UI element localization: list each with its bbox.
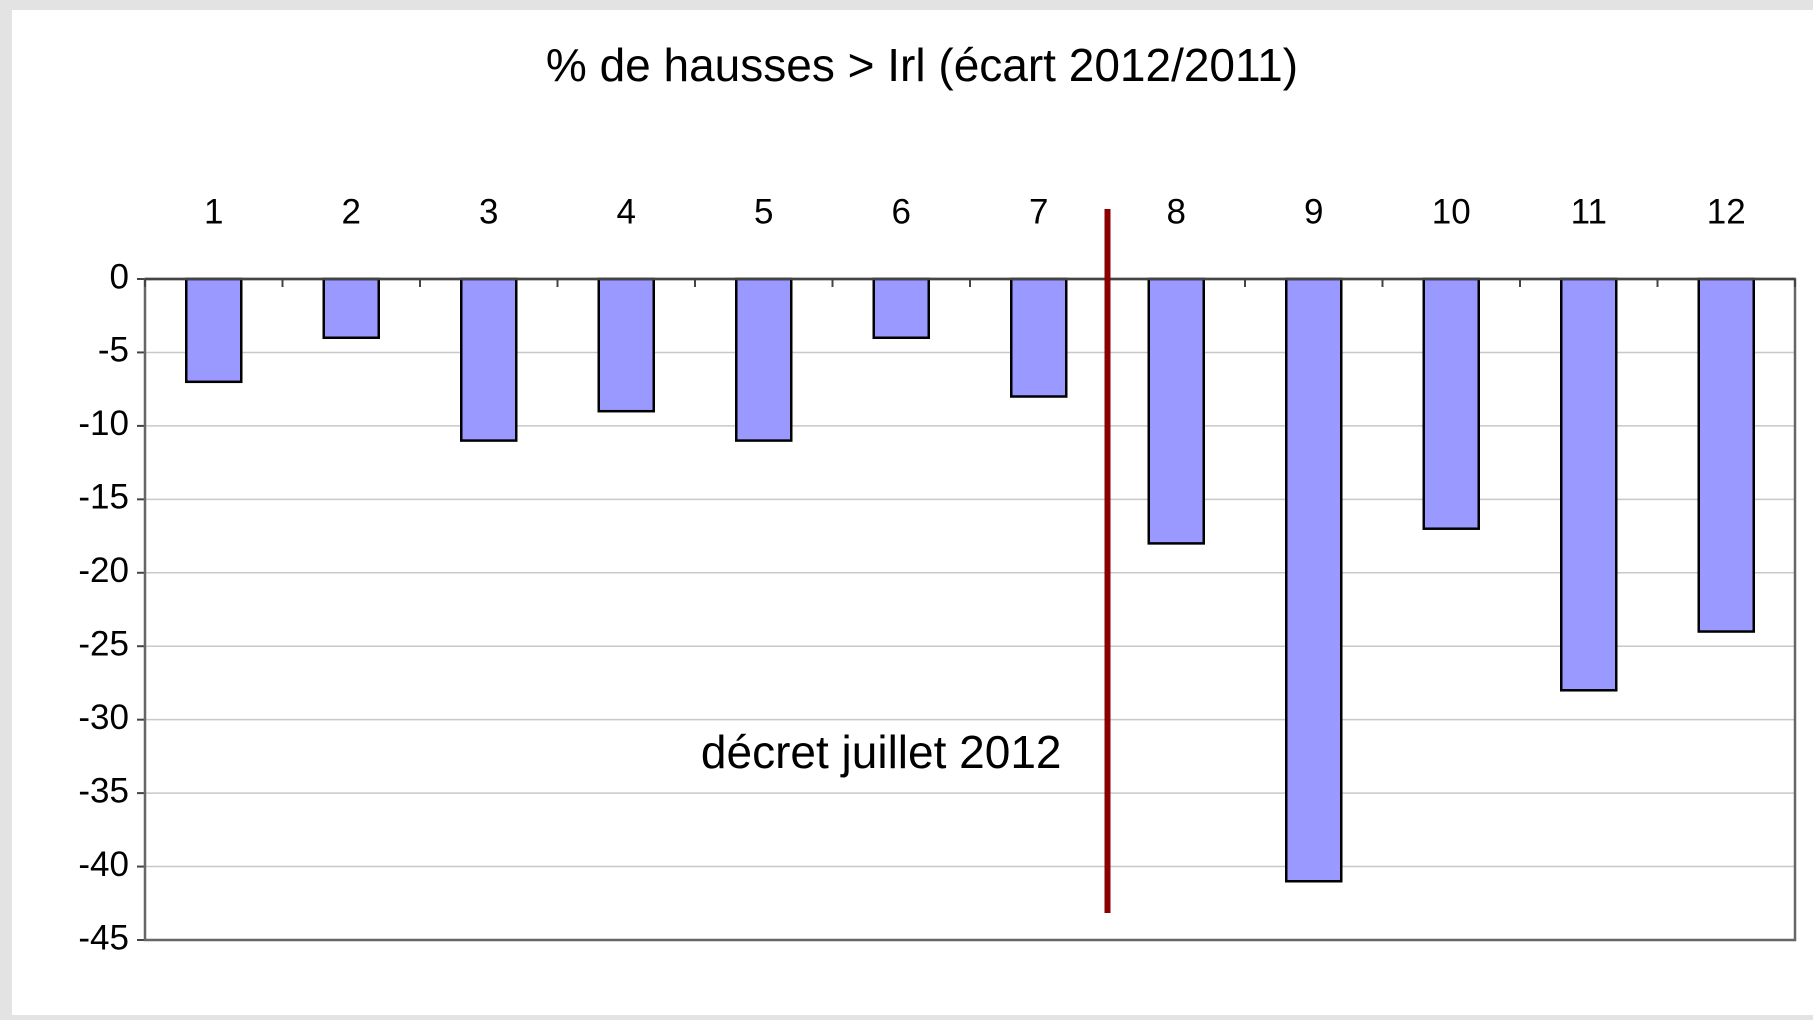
y-tick-label: -35 — [78, 771, 129, 810]
plot-frame — [143, 277, 1797, 942]
bar — [1010, 277, 1068, 398]
y-tick-label: -45 — [78, 918, 129, 957]
y-tick-label: -20 — [78, 551, 129, 590]
y-tick-label: -5 — [98, 331, 129, 370]
bar — [597, 277, 655, 413]
x-tick-label: 10 — [1432, 192, 1471, 231]
chart-panel: % de hausses > Irl (écart 2012/2011) 0 -5… — [12, 10, 1813, 1015]
chart: % de hausses > Irl (écart 2012/2011) 0 -5… — [78, 39, 1797, 957]
x-tick-label: 2 — [342, 192, 361, 231]
x-tick-label: 4 — [617, 192, 636, 231]
x-tick-label: 7 — [1029, 192, 1048, 231]
bar — [872, 277, 930, 340]
y-tick-label: -15 — [78, 478, 129, 517]
y-tick-label: -25 — [78, 624, 129, 663]
y-tick-label: 0 — [110, 257, 129, 296]
bar — [1147, 277, 1205, 545]
x-tick-label: 6 — [892, 192, 911, 231]
bar — [1697, 277, 1755, 633]
x-tick-label: 12 — [1707, 192, 1746, 231]
x-tick-label: 11 — [1571, 192, 1607, 231]
bar — [322, 277, 380, 340]
chart-title: % de hausses > Irl (écart 2012/2011) — [546, 39, 1298, 91]
bar — [1422, 277, 1480, 530]
y-tick-label: -10 — [78, 404, 129, 443]
x-tick-label: 9 — [1304, 192, 1323, 231]
bar — [735, 277, 793, 442]
annotation: décret juillet 2012 — [701, 726, 1062, 778]
y-tick-label: -40 — [78, 845, 129, 884]
x-tick-label: 3 — [479, 192, 498, 231]
x-tick-label: 1 — [204, 192, 223, 231]
x-tick-label: 5 — [754, 192, 773, 231]
x-tick-label: 8 — [1167, 192, 1186, 231]
bar — [1560, 277, 1618, 692]
bar — [185, 277, 243, 384]
y-tick-label: -30 — [78, 698, 129, 737]
bar — [460, 277, 518, 442]
bar — [1285, 277, 1343, 883]
